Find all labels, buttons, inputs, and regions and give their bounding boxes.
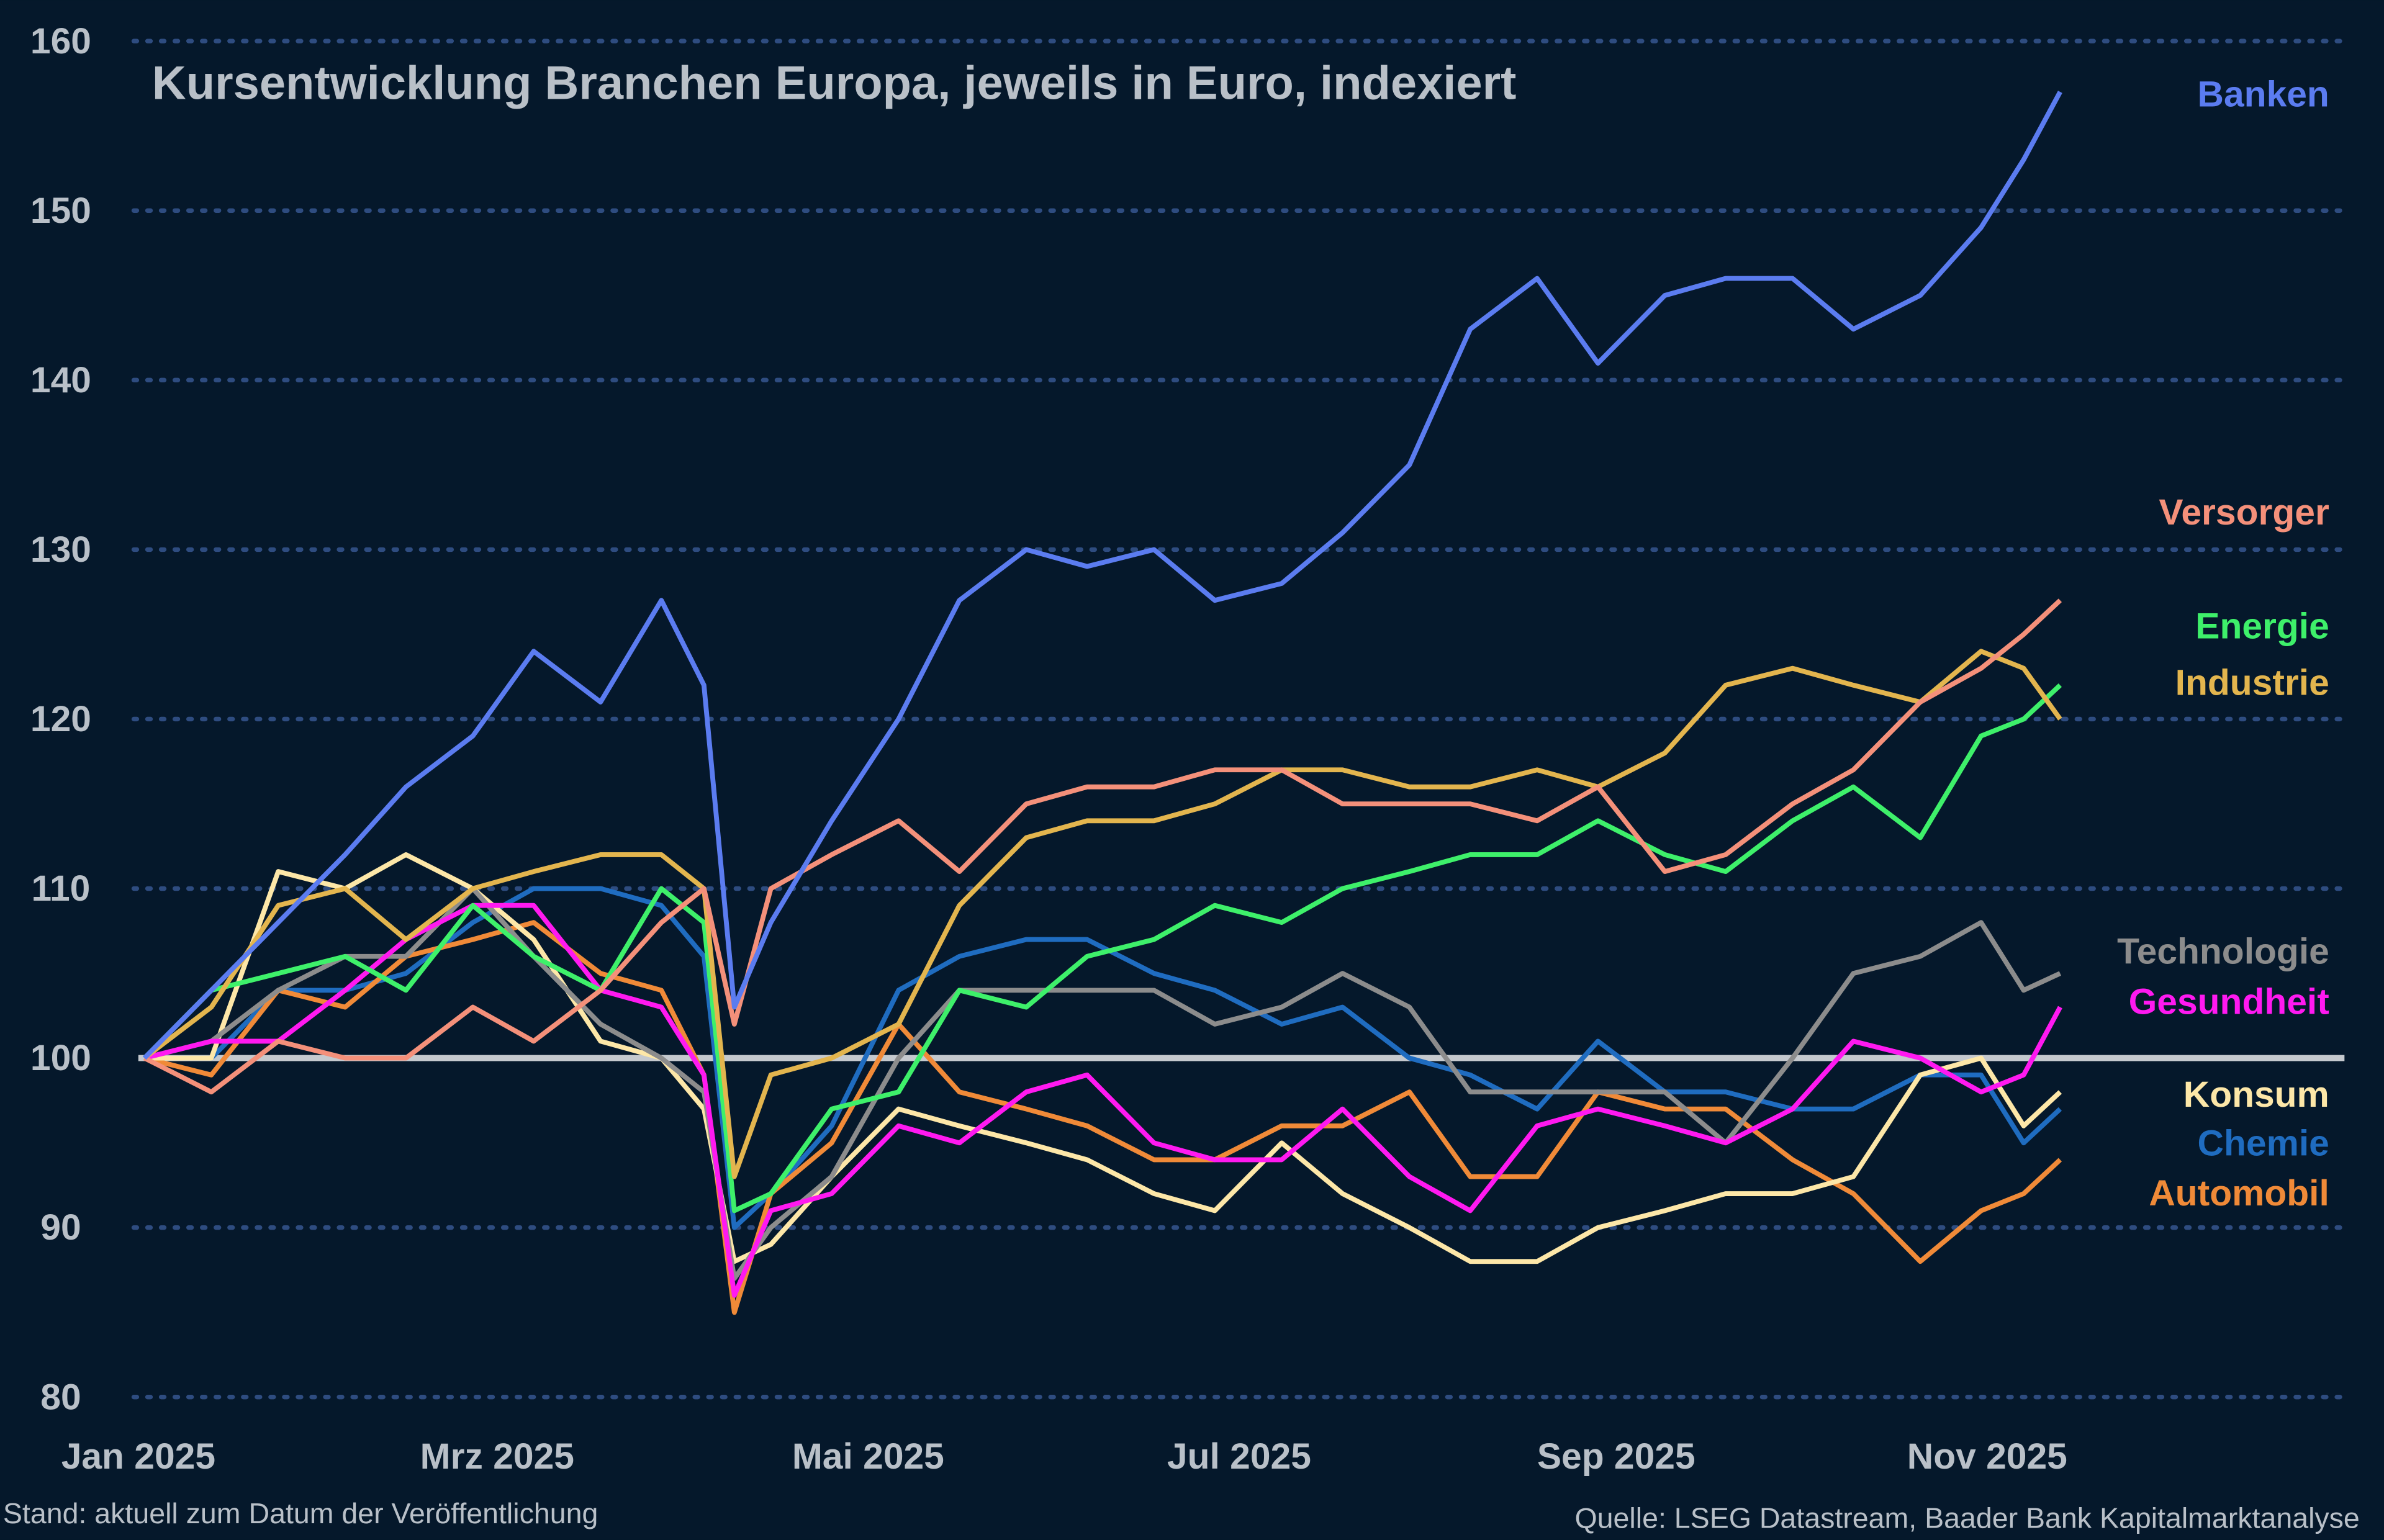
y-tick-label: 80	[40, 1377, 81, 1417]
x-tick-label: Mai 2025	[792, 1436, 944, 1477]
legend-label-technologie: Technologie	[2117, 932, 2329, 972]
legend-label-gesundheit: Gesundheit	[2129, 982, 2329, 1022]
y-tick-label: 110	[32, 868, 91, 909]
y-tick-label: 140	[30, 360, 91, 400]
series-line-gesundheit	[143, 903, 2062, 1298]
y-tick-label: 120	[30, 699, 91, 739]
series-line-industrie	[143, 649, 2062, 1179]
legend-label-industrie: Industrie	[2175, 662, 2329, 703]
y-tick-label: 130	[30, 529, 91, 570]
legend-label-versorger: Versorger	[2159, 492, 2329, 533]
y-tick-label: 90	[40, 1207, 81, 1248]
x-tick-label: Nov 2025	[1907, 1436, 2067, 1477]
x-tick-label: Sep 2025	[1537, 1436, 1695, 1477]
legend-label-automobil: Automobil	[2149, 1173, 2329, 1214]
legend-label-banken: Banken	[2198, 74, 2329, 115]
x-tick-label: Mrz 2025	[420, 1436, 574, 1477]
series-line-banken	[142, 91, 2062, 1060]
legend-label-chemie: Chemie	[2198, 1123, 2329, 1163]
series-line-technologie	[143, 886, 2062, 1281]
legend-label-energie: Energie	[2195, 606, 2329, 647]
y-tick-label: 150	[30, 191, 91, 231]
y-tick-label: 100	[30, 1038, 91, 1078]
date-note: Stand: aktuell zum Datum der Veröffentli…	[3, 1497, 598, 1529]
x-tick-label: Jul 2025	[1167, 1436, 1311, 1477]
source-note: Quelle: LSEG Datastream, Baader Bank Kap…	[1575, 1502, 2360, 1534]
y-tick-label: 160	[30, 21, 91, 61]
series-line-energie	[142, 683, 2062, 1214]
series-line-automobil	[143, 920, 2062, 1315]
x-tick-label: Jan 2025	[61, 1436, 215, 1477]
legend-label-konsum: Konsum	[2183, 1074, 2329, 1115]
chart-title: Kursentwicklung Branchen Europa, jeweils…	[152, 56, 1517, 109]
series-line-versorger	[143, 598, 2062, 1095]
